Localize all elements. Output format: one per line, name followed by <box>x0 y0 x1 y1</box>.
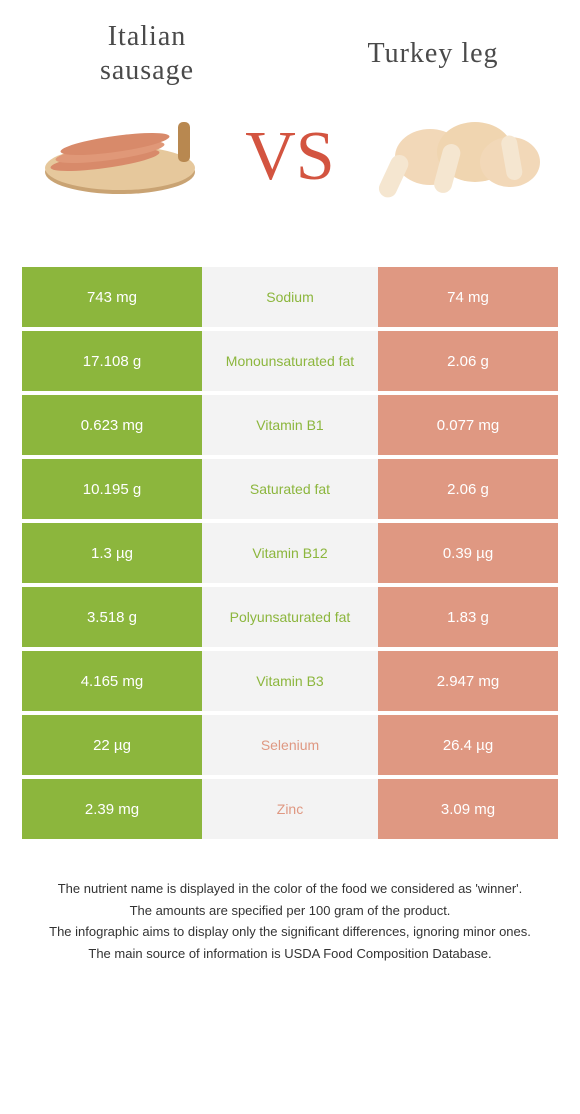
table-row: 4.165 mgVitamin B32.947 mg <box>22 651 558 711</box>
left-value-cell: 17.108 g <box>22 331 202 391</box>
table-row: 0.623 mgVitamin B10.077 mg <box>22 395 558 455</box>
right-value-cell: 2.06 g <box>378 331 558 391</box>
table-row: 17.108 gMonounsaturated fat2.06 g <box>22 331 558 391</box>
footer-line-3: The infographic aims to display only the… <box>20 922 560 942</box>
nutrient-label-cell: Polyunsaturated fat <box>202 587 378 647</box>
right-value-cell: 0.39 µg <box>378 523 558 583</box>
left-value-cell: 1.3 µg <box>22 523 202 583</box>
table-row: 3.518 gPolyunsaturated fat1.83 g <box>22 587 558 647</box>
header: Italian sausage Turkey leg <box>0 0 580 87</box>
right-value-cell: 74 mg <box>378 267 558 327</box>
table-row: 10.195 gSaturated fat2.06 g <box>22 459 558 519</box>
right-food-image <box>370 97 550 217</box>
right-value-cell: 26.4 µg <box>378 715 558 775</box>
left-title-line1: Italian <box>108 21 187 52</box>
comparison-table: 743 mgSodium74 mg17.108 gMonounsaturated… <box>22 267 558 839</box>
left-value-cell: 0.623 mg <box>22 395 202 455</box>
nutrient-label-cell: Sodium <box>202 267 378 327</box>
right-value-cell: 2.06 g <box>378 459 558 519</box>
left-value-cell: 4.165 mg <box>22 651 202 711</box>
right-food-title: Turkey leg <box>316 37 550 71</box>
table-row: 2.39 mgZinc3.09 mg <box>22 779 558 839</box>
right-value-cell: 2.947 mg <box>378 651 558 711</box>
nutrient-label-cell: Saturated fat <box>202 459 378 519</box>
footer-line-2: The amounts are specified per 100 gram o… <box>20 901 560 921</box>
table-row: 22 µgSelenium26.4 µg <box>22 715 558 775</box>
vs-label: VS <box>245 117 334 197</box>
left-value-cell: 10.195 g <box>22 459 202 519</box>
nutrient-label-cell: Zinc <box>202 779 378 839</box>
right-value-cell: 1.83 g <box>378 587 558 647</box>
table-row: 743 mgSodium74 mg <box>22 267 558 327</box>
nutrient-label-cell: Selenium <box>202 715 378 775</box>
left-value-cell: 743 mg <box>22 267 202 327</box>
right-value-cell: 3.09 mg <box>378 779 558 839</box>
footer-line-4: The main source of information is USDA F… <box>20 944 560 964</box>
nutrient-label-cell: Monounsaturated fat <box>202 331 378 391</box>
nutrient-label-cell: Vitamin B1 <box>202 395 378 455</box>
nutrient-label-cell: Vitamin B12 <box>202 523 378 583</box>
footer-notes: The nutrient name is displayed in the co… <box>20 879 560 963</box>
left-value-cell: 22 µg <box>22 715 202 775</box>
nutrient-label-cell: Vitamin B3 <box>202 651 378 711</box>
table-row: 1.3 µgVitamin B120.39 µg <box>22 523 558 583</box>
left-food-title: Italian sausage <box>30 20 264 87</box>
right-value-cell: 0.077 mg <box>378 395 558 455</box>
images-row: VS <box>0 87 580 247</box>
left-title-line2: sausage <box>100 55 194 86</box>
left-value-cell: 3.518 g <box>22 587 202 647</box>
footer-line-1: The nutrient name is displayed in the co… <box>20 879 560 899</box>
left-value-cell: 2.39 mg <box>22 779 202 839</box>
left-food-image <box>30 97 210 217</box>
